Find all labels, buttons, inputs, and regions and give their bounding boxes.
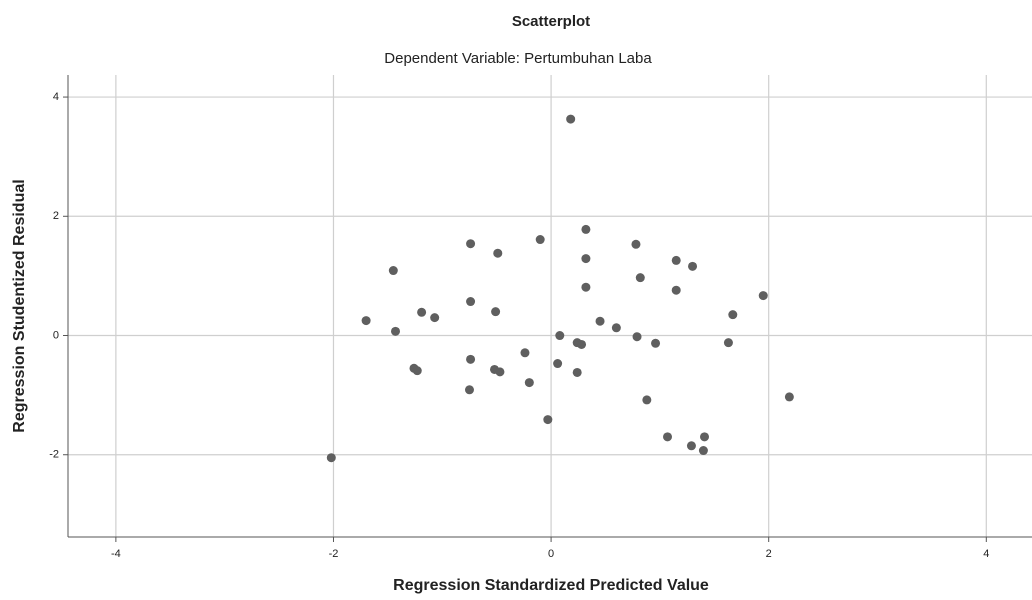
point [413,366,422,375]
point [636,273,645,282]
y-tick-label: 4 [53,91,59,103]
point [700,432,709,441]
point [612,323,621,332]
point [785,392,794,401]
y-tick-label: -2 [49,449,59,461]
point [672,256,681,265]
x-tick-label: -4 [111,548,121,560]
point [466,239,475,248]
x-axis-label: Regression Standardized Predicted Value [393,577,709,594]
y-tick-label: 0 [53,329,59,341]
point [491,307,500,316]
chart-subtitle: Dependent Variable: Pertumbuhan Laba [384,50,652,67]
point [525,378,534,387]
point [543,415,552,424]
point [581,283,590,292]
point [699,446,708,455]
x-tick-label: -2 [329,548,339,560]
point [642,395,651,404]
point [728,310,737,319]
point [577,340,586,349]
point [362,316,371,325]
point [566,115,575,124]
chart-title: Scatterplot [512,13,590,30]
chart: Scatterplot Dependent Variable: Pertumbu… [0,0,1032,600]
point [581,225,590,234]
y-tick-label: 2 [53,210,59,222]
point [493,249,502,258]
point [663,432,672,441]
point [495,367,504,376]
point [466,297,475,306]
point [327,453,336,462]
point [553,359,562,368]
point [631,240,640,249]
point [687,441,696,450]
point [465,385,474,394]
point [759,291,768,300]
point [389,266,398,275]
point [724,338,733,347]
page: {"chart_data": {"type": "scatter", "titl… [0,0,1032,600]
point [688,262,697,271]
y-axis-label: Regression Studentized Residual [11,179,28,432]
point [633,332,642,341]
x-tick-label: 2 [766,548,772,560]
point [391,327,400,336]
point [466,355,475,364]
point [672,286,681,295]
point [596,317,605,326]
point [651,339,660,348]
point [520,348,529,357]
x-tick-label: 0 [548,548,554,560]
point [581,254,590,263]
point [536,235,545,244]
point [555,331,564,340]
point [573,368,582,377]
point [430,313,439,322]
x-tick-label: 4 [983,548,989,560]
point [417,308,426,317]
